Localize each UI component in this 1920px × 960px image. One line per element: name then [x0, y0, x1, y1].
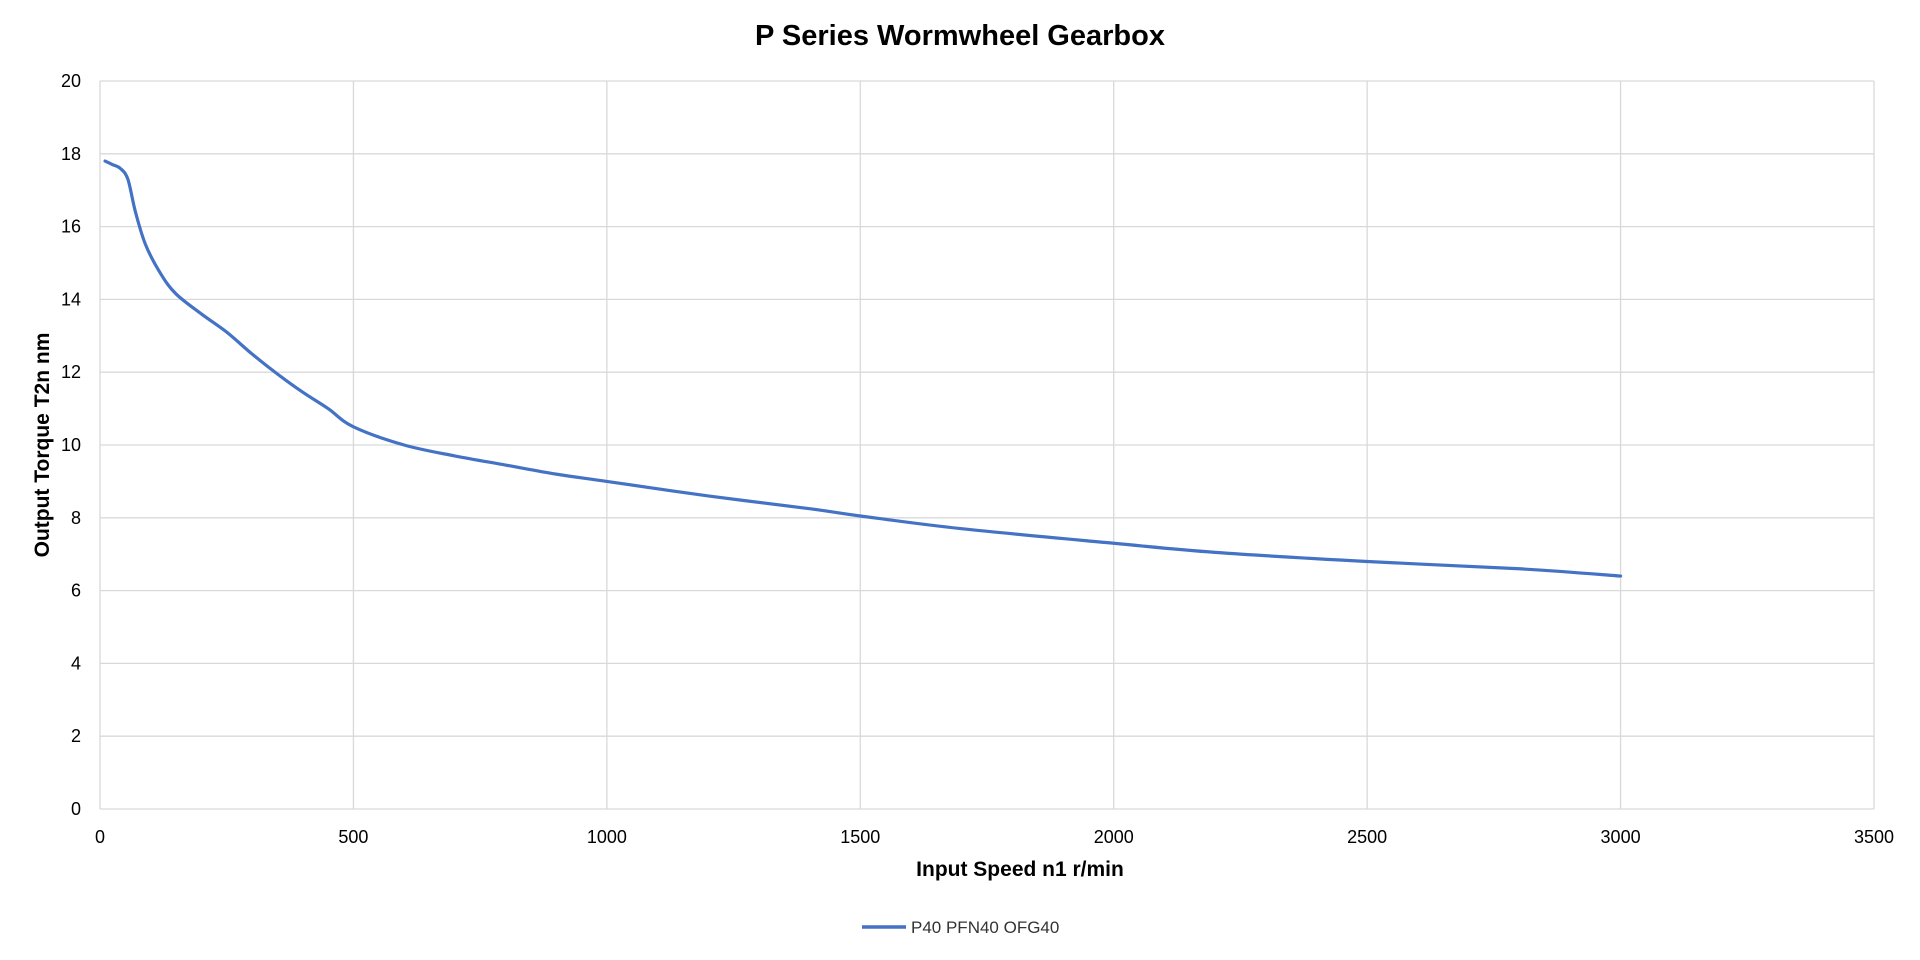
- y-tick-label: 2: [71, 726, 81, 746]
- y-tick-label: 10: [61, 435, 81, 455]
- x-tick-label: 3500: [1854, 827, 1894, 847]
- gridlines: [100, 80, 1875, 809]
- y-tick-label: 14: [61, 289, 81, 309]
- series-line: [103, 159, 1623, 578]
- y-tick-label: 12: [61, 362, 81, 382]
- legend-label: P40 PFN40 OFG40: [911, 918, 1059, 937]
- y-axis-title: Output Torque T2n nm: [31, 333, 54, 558]
- x-tick-label: 2500: [1347, 827, 1387, 847]
- chart-title: P Series Wormwheel Gearbox: [755, 20, 1165, 52]
- x-tick-label: 500: [338, 827, 368, 847]
- axes: [99, 81, 1874, 810]
- legend: P40 PFN40 OFG40: [862, 918, 1059, 937]
- series-layer: [103, 159, 1623, 578]
- y-tick-label: 0: [71, 799, 81, 819]
- y-tick-label: 4: [71, 653, 81, 673]
- y-tick-label: 20: [61, 71, 81, 91]
- y-tick-label: 16: [61, 217, 81, 237]
- x-tick-label: 3000: [1601, 827, 1641, 847]
- x-tick-label: 0: [95, 827, 105, 847]
- y-tick-label: 6: [71, 581, 81, 601]
- y-tick-label: 18: [61, 144, 81, 164]
- x-axis-title: Input Speed n1 r/min: [916, 858, 1124, 881]
- tick-labels: 0 2 4 6 8 10 12 14 16 18 20 0 500 1000 1500 2000 2500 300…: [61, 71, 1894, 847]
- y-tick-label: 8: [71, 508, 81, 528]
- x-tick-label: 2000: [1094, 827, 1134, 847]
- x-tick-label: 1000: [587, 827, 627, 847]
- x-tick-label: 1500: [840, 827, 880, 847]
